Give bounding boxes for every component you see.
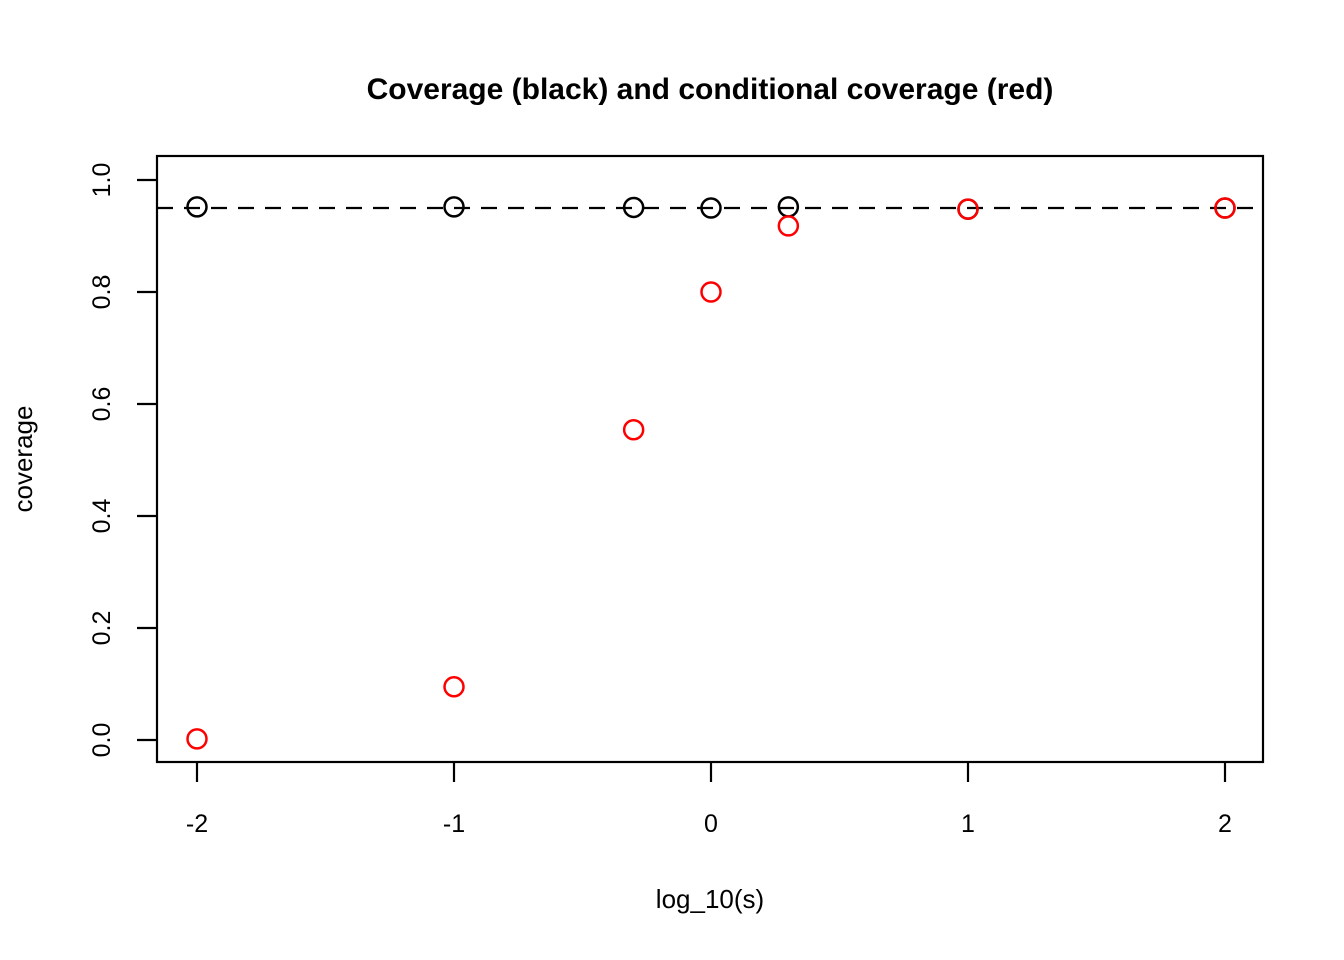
y-axis-tick-label: 0.4 [88,499,116,534]
y-axis-tick-label: 0.6 [88,387,116,422]
y-axis-tick-label: 0.8 [88,275,116,310]
data-point-black [777,196,800,218]
data-point-red [443,676,465,698]
x-axis-tick-label: 1 [961,810,975,838]
data-point-red [957,198,979,220]
x-axis-tick-label: -2 [186,810,208,838]
data-point-black [622,196,645,219]
data-point-red [777,215,800,237]
y-axis-tick-label: 0.2 [88,611,116,646]
y-axis-tick-label: 1.0 [88,163,116,198]
chart-title: Coverage (black) and conditional coverag… [367,73,1054,106]
data-point-red [622,419,645,441]
data-point-black [443,196,465,218]
y-axis-label: coverage [8,406,38,513]
data-point-black [186,196,208,218]
data-point-red [1214,197,1236,219]
x-axis-tick-label: -1 [443,810,465,838]
y-axis-tick-label: 0.0 [88,723,116,758]
data-point-red [186,728,208,750]
plot-area: -2 -1 0 1 2 0.0 0.2 0.4 0.6 0.8 1.0 [88,163,1263,838]
plot-border [155,154,1265,764]
data-point-red [700,281,722,303]
x-axis-label: log_10(s) [656,884,764,914]
x-axis-tick-label: 0 [704,810,718,838]
x-axis-tick-label: 2 [1218,810,1232,838]
data-point-black [700,197,722,219]
